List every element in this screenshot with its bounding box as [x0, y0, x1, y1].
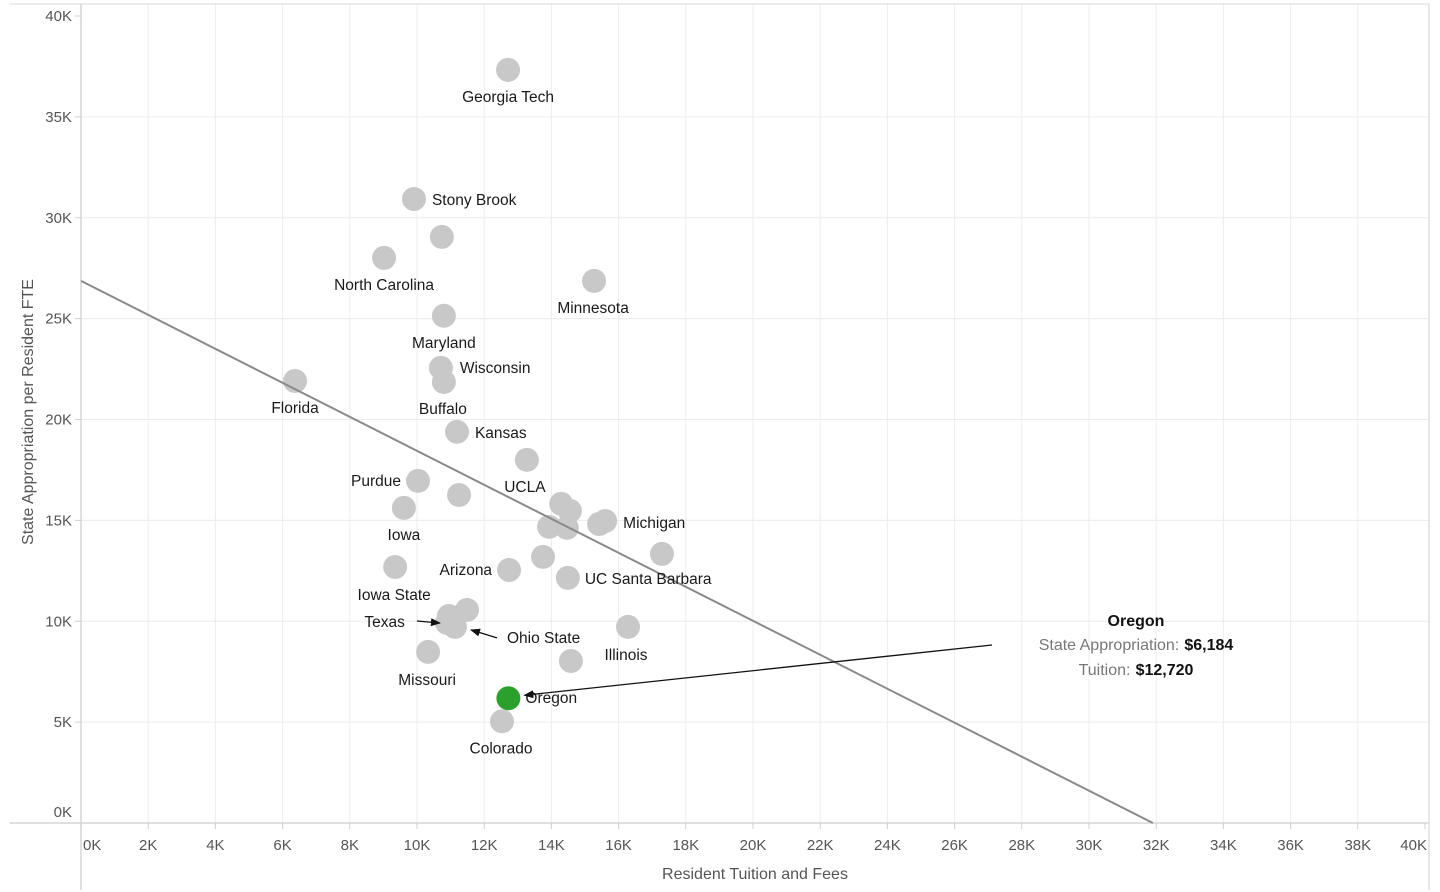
label-arrows — [417, 621, 992, 695]
x-tick-label: 38K — [1344, 837, 1371, 854]
data-point-buffalo — [432, 370, 456, 394]
x-tick-label: 8K — [341, 837, 359, 854]
point-label: Stony Brook — [432, 192, 517, 209]
x-tick-label: 36K — [1277, 837, 1304, 854]
point-label: Minnesota — [557, 300, 629, 317]
x-tick-label: 32K — [1143, 837, 1170, 854]
point-label: Ohio State — [507, 630, 580, 647]
data-point-georgia-tech — [496, 58, 520, 82]
data-point — [447, 483, 471, 507]
data-point — [555, 516, 579, 540]
y-tick-label: 25K — [45, 311, 72, 328]
x-tick-label: 10K — [404, 837, 431, 854]
data-point-iowa — [392, 496, 416, 520]
y-tick-label: 40K — [45, 8, 72, 25]
x-tick-label: 28K — [1008, 837, 1035, 854]
x-tick-label: 26K — [941, 837, 968, 854]
x-tick-label: 30K — [1076, 837, 1103, 854]
point-label: Wisconsin — [460, 360, 531, 377]
point-label: Iowa State — [358, 587, 431, 604]
data-point-oregon — [496, 686, 520, 710]
data-point-missouri — [416, 640, 440, 664]
annotation-title: Oregon — [1108, 613, 1165, 630]
x-axis-title: Resident Tuition and Fees — [662, 866, 848, 883]
x-tick-label: 0K — [83, 837, 101, 854]
data-point — [430, 225, 454, 249]
trend-line-group — [81, 281, 1153, 823]
x-tick-label: 18K — [672, 837, 699, 854]
annotation-line-tuition: Tuition: $12,720 — [1079, 660, 1194, 679]
y-tick-label: 20K — [45, 412, 72, 429]
data-point-illinois — [616, 615, 640, 639]
data-point-stony-brook — [402, 187, 426, 211]
data-point-iowa-state — [383, 555, 407, 579]
data-point-arizona — [497, 558, 521, 582]
x-axis-ticks: 0K 2K 4K 6K 8K 10K 12K 14K 16K 18K 20K 22K 24K 26K 28K… — [81, 823, 1427, 854]
data-point-north-carolina — [372, 246, 396, 270]
y-tick-label: 30K — [45, 210, 72, 227]
x-tick-label: 14K — [538, 837, 565, 854]
x-tick-label: 2K — [139, 837, 157, 854]
point-label: Colorado — [470, 740, 533, 757]
data-point — [559, 649, 583, 673]
point-label: Texas — [364, 614, 405, 631]
point-label: Maryland — [412, 335, 476, 352]
x-tick-label: 6K — [273, 837, 291, 854]
point-label: Florida — [271, 400, 319, 417]
data-point-minnesota — [582, 269, 606, 293]
data-point — [531, 545, 555, 569]
point-label: Kansas — [475, 425, 527, 442]
data-point — [650, 542, 674, 566]
annotation-tuition-value: $12,720 — [1136, 662, 1194, 679]
oregon-annotation-arrow — [524, 645, 992, 695]
annotation-appropriation-label: State Appropriation: — [1039, 637, 1180, 654]
point-label: UCLA — [504, 479, 546, 496]
point-label: North Carolina — [334, 277, 434, 294]
oregon-annotation: Oregon State Appropriation: $6,184 Tuiti… — [1039, 613, 1234, 679]
y-tick-label: 10K — [45, 613, 72, 630]
x-tick-label: 40K — [1400, 837, 1427, 854]
point-label: Georgia Tech — [462, 89, 554, 106]
y-tick-label: 15K — [45, 512, 72, 529]
x-tick-label: 16K — [605, 837, 632, 854]
x-tick-label: 34K — [1210, 837, 1237, 854]
data-point-uc-santa-barbara — [556, 566, 580, 590]
point-label: Missouri — [398, 672, 456, 689]
y-axis-title: State Appropriation per Resident FTE — [20, 279, 37, 545]
trend-line — [81, 281, 1153, 823]
data-point-purdue — [406, 469, 430, 493]
point-label: Illinois — [604, 647, 647, 664]
point-label: Buffalo — [419, 401, 467, 418]
point-label: UC Santa Barbara — [585, 571, 712, 588]
x-tick-label: 22K — [807, 837, 834, 854]
data-point-ohio-state — [443, 615, 467, 639]
x-tick-label: 24K — [874, 837, 901, 854]
point-label: Iowa — [388, 527, 421, 544]
point-label: Arizona — [440, 562, 493, 579]
data-point-michigan — [593, 509, 617, 533]
annotation-tuition-label: Tuition: — [1079, 662, 1131, 679]
x-tick-label: 4K — [206, 837, 224, 854]
point-labels: Georgia Tech Stony Brook North Carolina Min… — [271, 89, 712, 757]
data-point-ucla — [515, 448, 539, 472]
annotation-appropriation-value: $6,184 — [1184, 637, 1233, 654]
x-tick-label: 12K — [471, 837, 498, 854]
axes — [10, 4, 1429, 890]
point-label: Purdue — [351, 473, 401, 490]
y-tick-label: 35K — [45, 109, 72, 126]
data-point-colorado — [490, 709, 514, 733]
y-axis-ticks: 0K 5K 10K 15K 20K 25K 30K 35K 40K — [45, 8, 81, 821]
annotation-line-appropriation: State Appropriation: $6,184 — [1039, 635, 1234, 654]
y-tick-label: 0K — [54, 804, 72, 821]
data-point-maryland — [432, 304, 456, 328]
data-point-kansas — [445, 420, 469, 444]
x-tick-label: 20K — [740, 837, 767, 854]
point-label: Michigan — [623, 515, 685, 532]
y-tick-label: 5K — [54, 714, 72, 731]
